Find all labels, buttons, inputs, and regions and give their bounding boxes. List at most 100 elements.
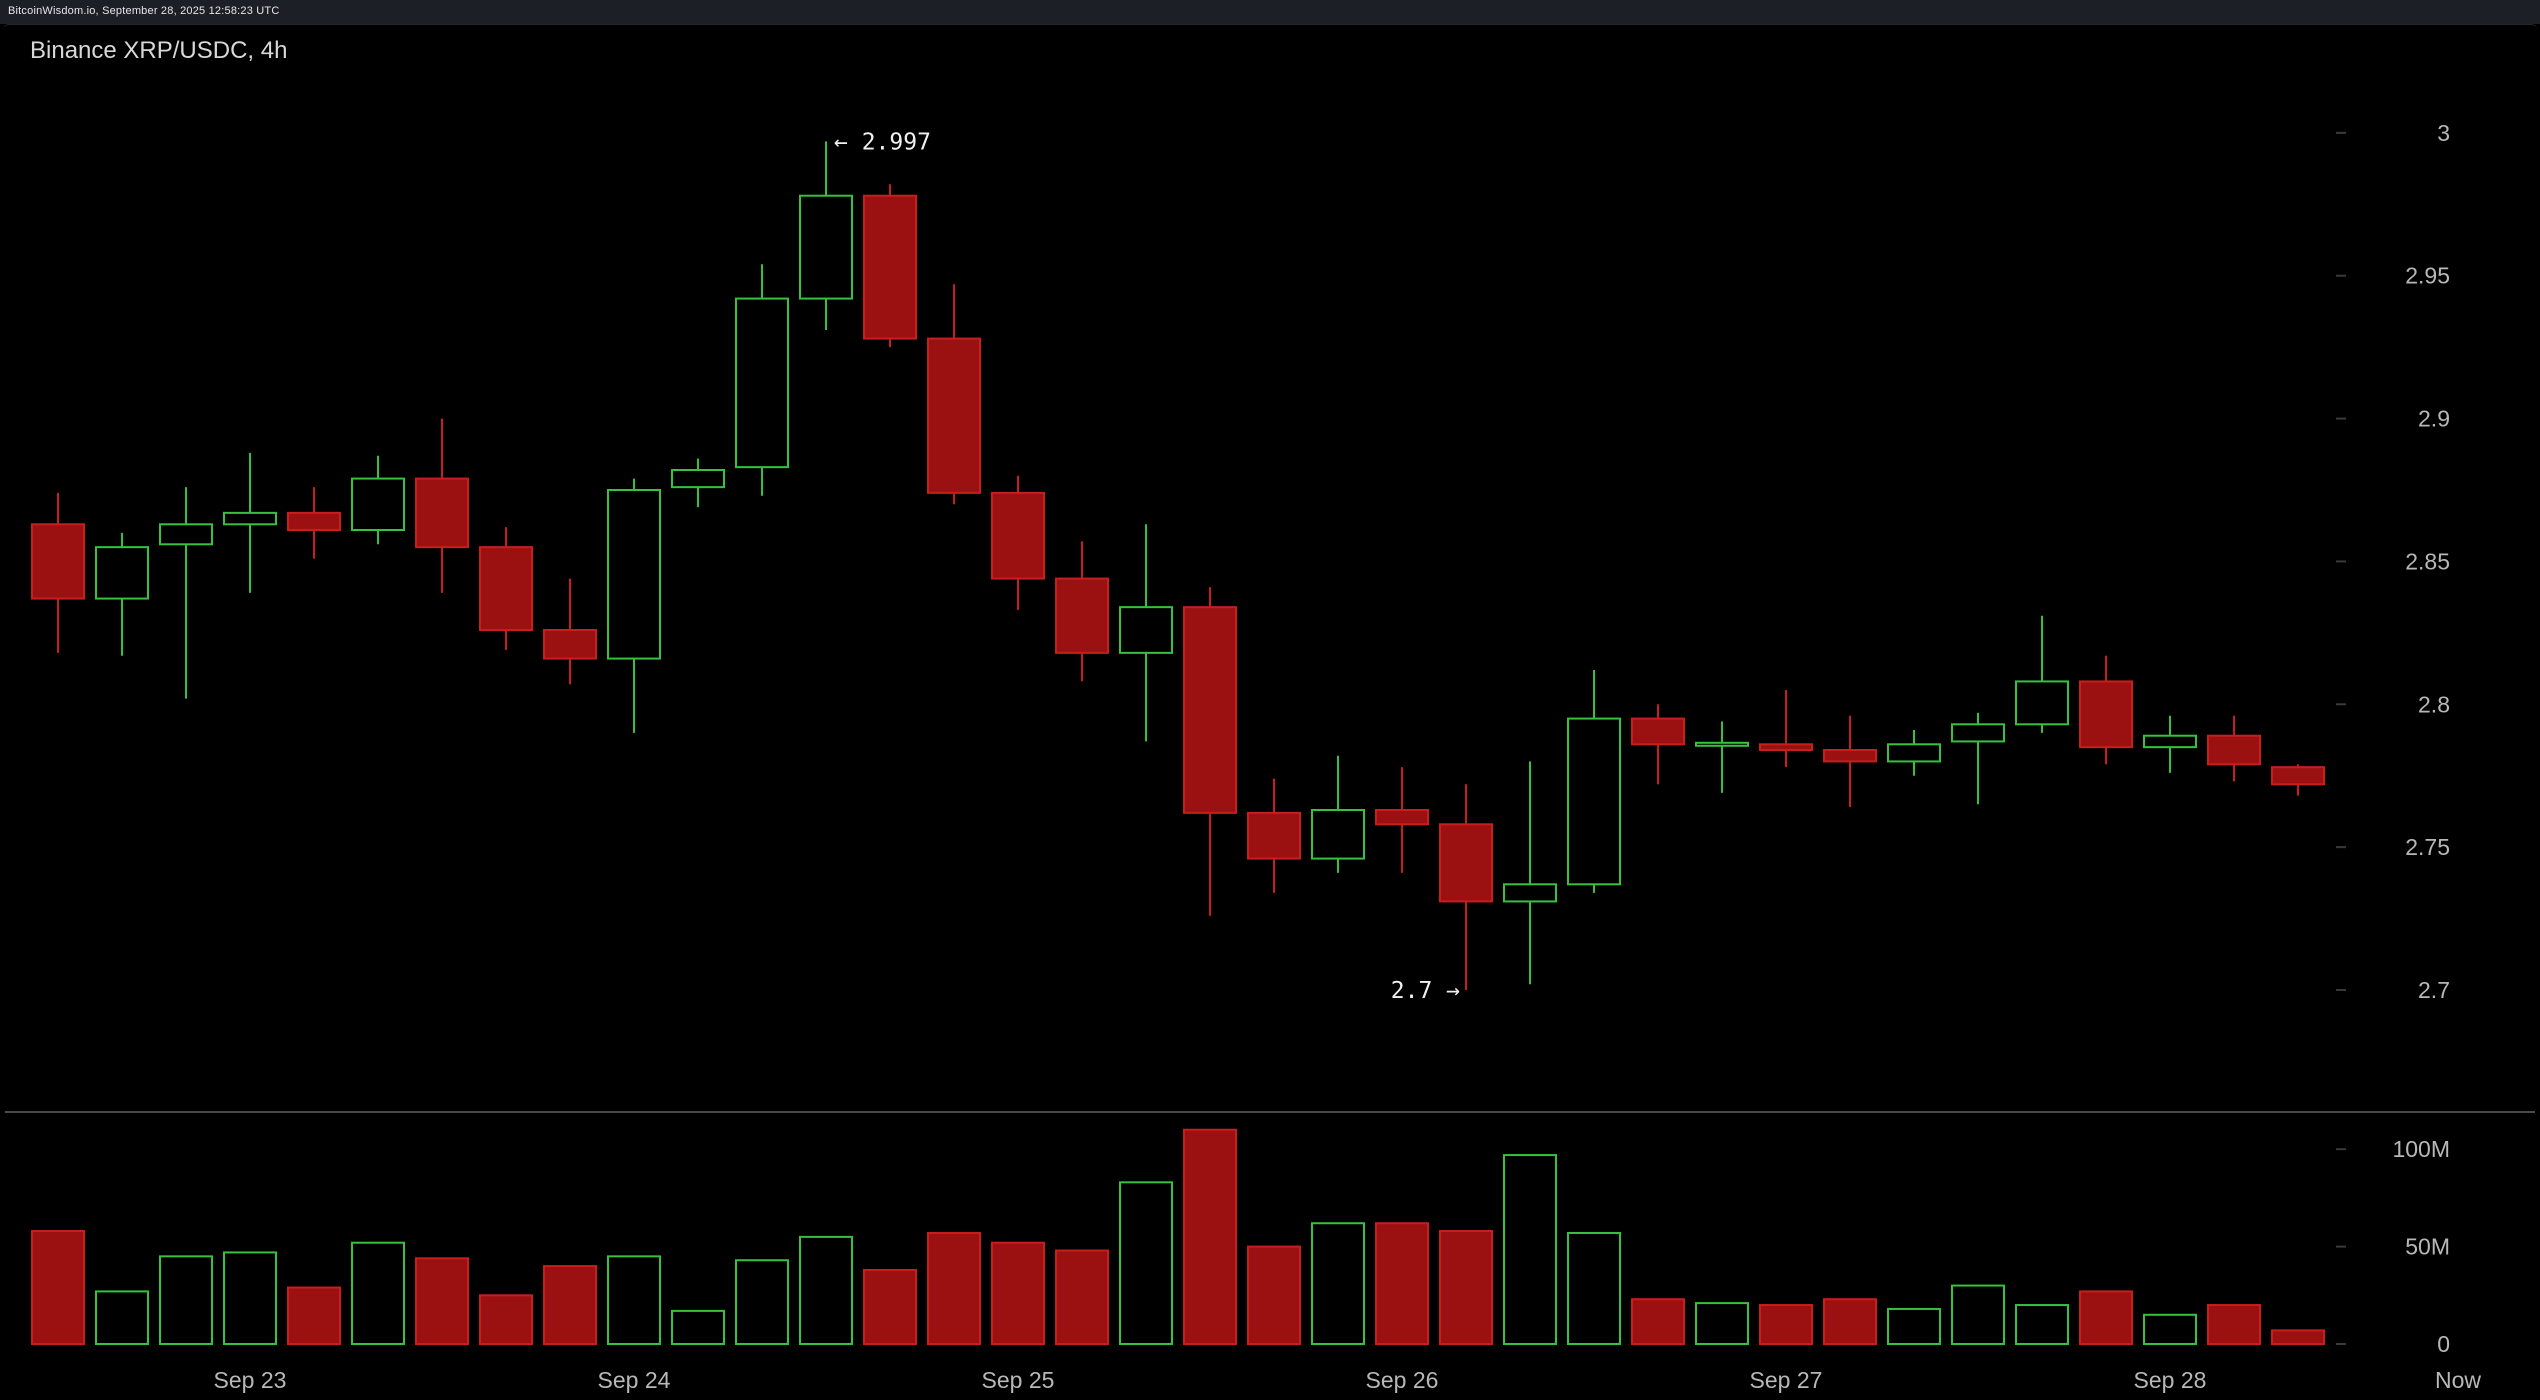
- volume-bar-up: [1695, 1302, 1749, 1346]
- candle-down: [991, 475, 1045, 610]
- candle-down: [2079, 655, 2133, 765]
- price-tick-label: 2.75: [2405, 834, 2450, 860]
- candle-body: [415, 477, 469, 549]
- candle-body: [671, 469, 725, 489]
- volume-bar-up: [351, 1241, 405, 1345]
- volume-bar-up: [799, 1235, 853, 1345]
- time-tick-label: Sep 27: [1750, 1367, 1823, 1393]
- candle-body: [1183, 606, 1237, 814]
- low-annotation: 2.7 →: [1391, 978, 1460, 1004]
- volume-bar-down: [1759, 1304, 1813, 1345]
- volume-bar-down: [543, 1265, 597, 1345]
- chart-title: Binance XRP/USDC, 4h: [30, 37, 288, 64]
- candle-body: [2271, 766, 2325, 786]
- price-tick-label: 2.9: [2418, 406, 2450, 432]
- candle-body: [223, 511, 277, 526]
- candle-up: [735, 264, 789, 496]
- candle-up: [351, 455, 405, 545]
- candle-down: [2207, 715, 2261, 782]
- price-axis: 3 2.95 2.9 2.85 2.8 2.75 2.7: [2336, 120, 2450, 1003]
- candle-down: [1823, 715, 1877, 808]
- volume-bar-down: [31, 1230, 85, 1346]
- volume-bar-up: [1951, 1284, 2005, 1345]
- candle-down: [1375, 767, 1429, 873]
- candle-down: [1631, 704, 1685, 785]
- candle-body: [607, 489, 661, 660]
- candle-body: [2207, 734, 2261, 766]
- volume-bar-up: [607, 1255, 661, 1345]
- candle-down: [863, 184, 917, 348]
- candles-layer: [31, 141, 2325, 990]
- candle-up: [1119, 524, 1173, 742]
- candle-up: [95, 532, 149, 656]
- volume-bar-up: [1567, 1231, 1621, 1345]
- annotations-layer: ← 2.997 2.7 →: [834, 129, 1460, 1004]
- candle-up: [159, 487, 213, 699]
- volume-bar-up: [671, 1309, 725, 1346]
- source-timestamp: BitcoinWisdom.io, September 28, 2025 12:…: [8, 5, 280, 17]
- volume-bar-down: [1247, 1245, 1301, 1345]
- candle-down: [543, 578, 597, 685]
- volume-bar-down: [1631, 1298, 1685, 1345]
- candle-body: [1887, 743, 1941, 763]
- candle-down: [1247, 778, 1301, 893]
- candle-body: [1375, 809, 1429, 826]
- price-tick-label: 2.7: [2418, 977, 2450, 1003]
- candle-body: [2015, 680, 2069, 726]
- candle-down: [415, 418, 469, 593]
- candle-body: [735, 297, 789, 469]
- candle-down: [287, 487, 341, 559]
- volume-bar-up: [1119, 1181, 1173, 1346]
- candle-body: [1055, 577, 1109, 654]
- candle-up: [799, 141, 853, 330]
- volume-bar-up: [1887, 1307, 1941, 1345]
- volume-bar-down: [1823, 1298, 1877, 1345]
- volume-axis: 100M 50M 0: [2336, 1136, 2450, 1357]
- candle-body: [1503, 883, 1557, 903]
- candle-down: [927, 284, 981, 505]
- top-status-bar: BitcoinWisdom.io, September 28, 2025 12:…: [0, 0, 2540, 24]
- candle-body: [1567, 717, 1621, 886]
- candle-up: [1503, 761, 1557, 985]
- price-tick-label: 2.8: [2418, 691, 2450, 717]
- volume-bar-down: [1055, 1249, 1109, 1346]
- volume-tick-label: 0: [2437, 1331, 2450, 1357]
- volume-bar-up: [1503, 1154, 1557, 1346]
- candle-body: [543, 629, 597, 660]
- volume-bar-up: [159, 1255, 213, 1345]
- candle-body: [31, 523, 85, 600]
- time-tick-label: Sep 25: [982, 1367, 1055, 1393]
- price-tick-label: 2.95: [2405, 263, 2450, 289]
- time-tick-label: Sep 26: [1366, 1367, 1439, 1393]
- volume-bar-down: [1439, 1230, 1493, 1346]
- candle-body: [1823, 749, 1877, 763]
- candle-body: [1951, 723, 2005, 743]
- high-annotation: ← 2.997: [834, 129, 931, 155]
- candle-body: [1631, 717, 1685, 746]
- candle-down: [2271, 764, 2325, 796]
- candle-body: [1311, 809, 1365, 860]
- candle-body: [927, 337, 981, 494]
- volume-bar-down: [927, 1231, 981, 1345]
- candle-body: [991, 491, 1045, 580]
- volume-bar-down: [415, 1257, 469, 1345]
- volume-bar-up: [735, 1259, 789, 1346]
- candle-body: [799, 194, 853, 300]
- price-tick-label: 3: [2437, 120, 2450, 146]
- candle-body: [1759, 743, 1813, 751]
- volume-bar-down: [2079, 1290, 2133, 1345]
- candle-up: [1695, 721, 1749, 793]
- volume-bar-up: [2143, 1313, 2197, 1345]
- candle-down: [1183, 587, 1237, 916]
- volume-bar-up: [223, 1251, 277, 1345]
- volume-bar-up: [2015, 1304, 2069, 1345]
- time-tick-label: Now: [2435, 1367, 2481, 1393]
- candle-body: [2079, 680, 2133, 749]
- volume-tick-label: 50M: [2405, 1234, 2450, 1260]
- volume-bars-layer: [31, 1128, 2325, 1346]
- candle-body: [1439, 823, 1493, 903]
- candle-body: [95, 546, 149, 600]
- candle-up: [1951, 712, 2005, 805]
- candle-up: [223, 452, 277, 593]
